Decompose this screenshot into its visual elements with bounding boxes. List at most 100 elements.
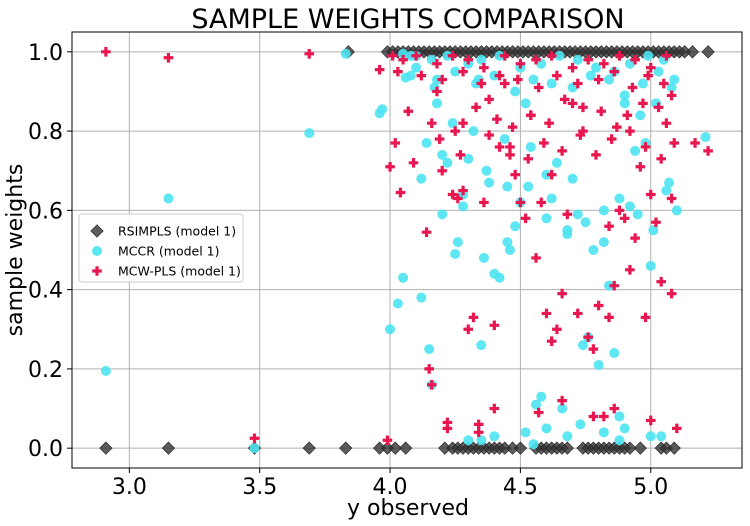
circle-point: [249, 443, 260, 454]
circle-point: [671, 205, 682, 216]
plus-point: [382, 435, 393, 446]
plus-point: [458, 66, 468, 77]
plus-point: [479, 197, 489, 208]
plus-point: [596, 106, 607, 117]
circle-point: [504, 245, 515, 255]
plus-point: [426, 118, 437, 128]
circle-point: [619, 98, 630, 109]
plus-point: [385, 161, 395, 172]
plus-point: [539, 138, 549, 148]
legend-label-0: RSIMPLS (model 1): [118, 224, 236, 239]
circle-point: [575, 419, 586, 430]
plus-point: [619, 213, 630, 224]
diamond-point: [399, 441, 413, 455]
circle-point: [411, 62, 422, 73]
diamond-point: [339, 441, 353, 455]
circle-point: [163, 193, 174, 204]
circle-point: [567, 173, 578, 184]
circle-point: [593, 359, 604, 370]
legend-marker-1: [92, 246, 102, 256]
plus-point: [552, 324, 562, 335]
plus-point: [599, 411, 609, 422]
series-1: [100, 48, 711, 454]
plus-point: [494, 70, 505, 81]
plus-point: [645, 62, 656, 73]
circle-point: [510, 86, 521, 97]
circle-point: [100, 365, 111, 376]
y-tick-label: 0.6: [28, 199, 63, 224]
plus-point: [520, 213, 531, 224]
circle-point: [437, 149, 448, 160]
plus-point: [588, 411, 599, 422]
plus-point: [622, 110, 633, 121]
plus-point: [432, 58, 442, 69]
plus-point: [304, 49, 315, 59]
plus-point: [473, 419, 484, 430]
circle-point: [502, 181, 513, 192]
circle-point: [562, 431, 573, 442]
plus-point: [557, 146, 567, 156]
circle-point: [471, 78, 482, 89]
plus-point: [630, 54, 640, 65]
plus-point: [541, 308, 552, 319]
circle-point: [476, 435, 487, 446]
circle-point: [416, 292, 427, 303]
circle-point: [630, 145, 641, 156]
circle-point: [598, 427, 609, 438]
plus-point: [656, 276, 666, 287]
plus-point: [635, 161, 646, 172]
circle-point: [489, 431, 500, 442]
circle-point: [447, 118, 458, 129]
chart-title: SAMPLE WEIGHTS COMPARISON: [191, 4, 624, 35]
plus-point: [651, 217, 661, 228]
plus-point: [625, 126, 635, 136]
circle-point: [546, 78, 557, 89]
plus-point: [609, 403, 620, 414]
plus-point: [546, 169, 557, 180]
plus-point: [515, 197, 526, 208]
circle-point: [577, 340, 588, 351]
plus-point: [627, 82, 638, 93]
circle-point: [476, 54, 487, 65]
plus-point: [533, 407, 544, 418]
plus-point: [515, 58, 526, 69]
plus-point: [666, 193, 677, 204]
circle-point: [664, 177, 675, 188]
diamond-point: [99, 441, 113, 455]
plus-point: [658, 78, 669, 89]
diamond-point: [633, 441, 647, 455]
circle-point: [541, 169, 552, 180]
legend-marker-2: [92, 266, 102, 276]
plus-point: [536, 197, 547, 208]
circle-point: [520, 98, 531, 109]
circle-point: [494, 272, 505, 283]
plus-point: [578, 102, 588, 113]
plus-point: [463, 54, 474, 65]
circle-point: [450, 248, 461, 259]
plus-point: [450, 126, 461, 136]
diamond-point: [667, 441, 681, 455]
plus-point: [640, 312, 651, 323]
plus-point: [690, 138, 700, 148]
diamond-point: [513, 441, 528, 455]
plus-point: [583, 332, 593, 342]
plus-point: [591, 150, 601, 160]
plot-frame: [71, 31, 743, 469]
plus-point: [552, 70, 562, 81]
plus-point: [640, 142, 651, 152]
plus-point: [421, 227, 432, 237]
circle-point: [614, 411, 625, 422]
plus-point: [666, 288, 677, 299]
plus-point: [411, 50, 421, 61]
plus-point: [606, 134, 617, 144]
plus-point: [575, 130, 586, 140]
plus-point: [661, 118, 672, 128]
circle-point: [604, 280, 615, 291]
circle-point: [572, 209, 583, 220]
circle-point: [450, 66, 461, 77]
plus-point: [572, 308, 583, 319]
plus-point: [546, 336, 557, 346]
circle-point: [502, 237, 513, 248]
circle-point: [536, 391, 547, 402]
